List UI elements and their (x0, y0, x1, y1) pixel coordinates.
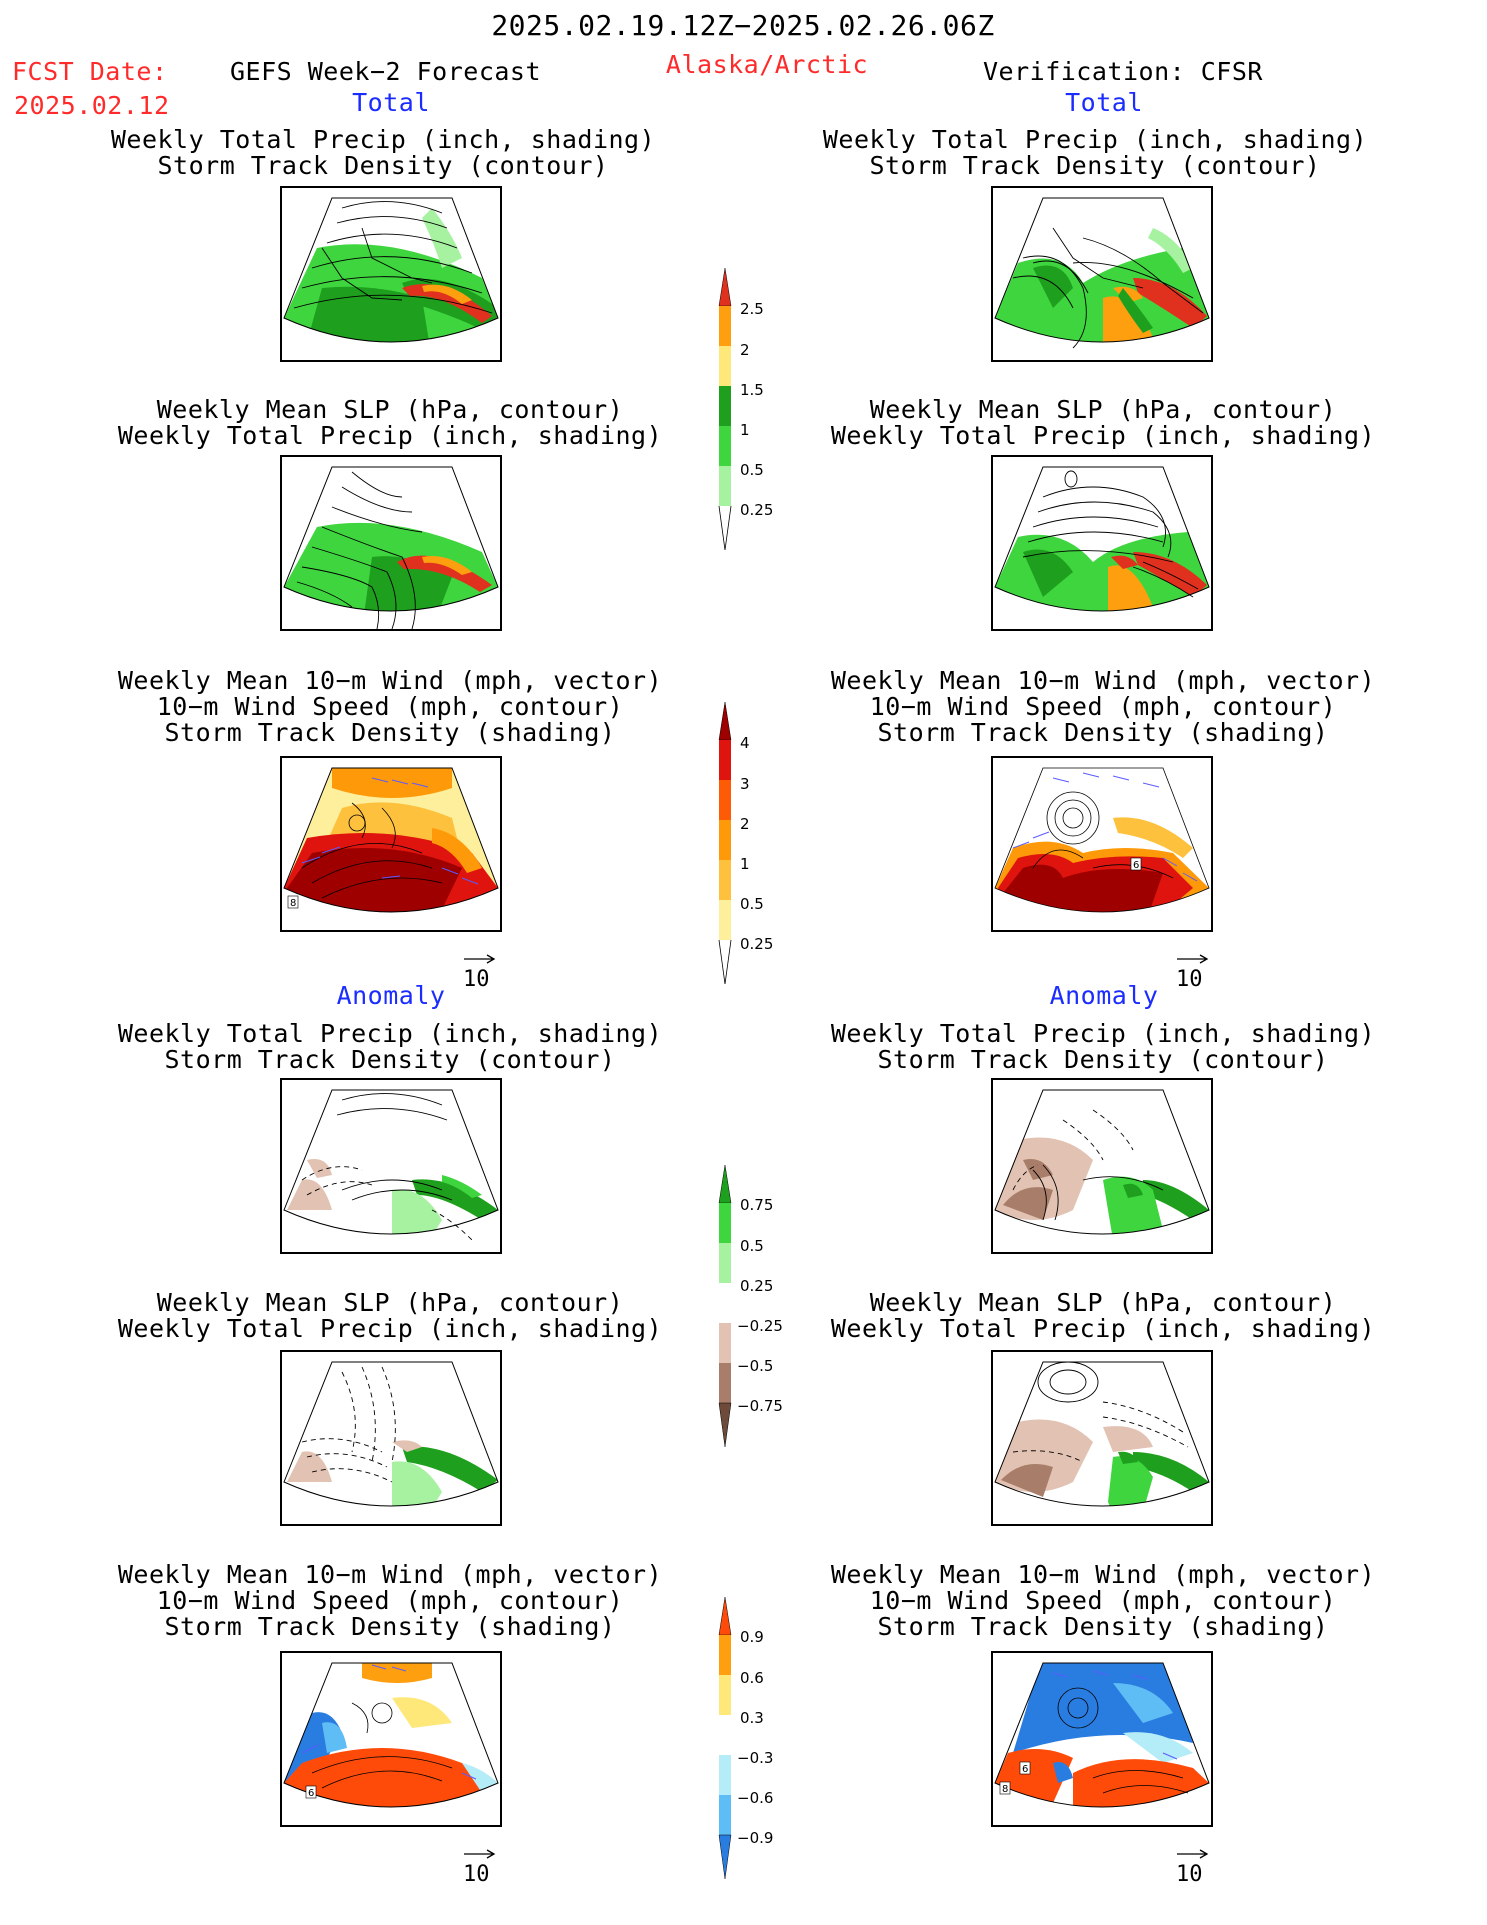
cb-track-anom-label: −0.9 (737, 1829, 774, 1847)
wind-total-right-label: 6 (1133, 860, 1139, 871)
colorbar-track-anom (718, 1597, 732, 1879)
title-slp-precip-total-right: Weekly Mean SLP (hPa, contour) Weekly Tot… (830, 395, 1376, 450)
arrow-right-icon (464, 954, 496, 964)
verification-label: Verification: CFSR (983, 57, 1263, 86)
fcst-date-label: FCST Date: (12, 57, 168, 86)
map-slp-precip-total-right (991, 455, 1213, 631)
cb-track-total-label: 0.25 (740, 935, 774, 953)
cb-track-anom-label: 0.3 (740, 1709, 764, 1727)
colorbar-precip-anom (718, 1165, 732, 1447)
title-wind-total-left: Weekly Mean 10−m Wind (mph, vector) 10−m … (117, 666, 663, 747)
vector-ref-total-right: 10 (1176, 950, 1210, 991)
title-wind-total-right: Weekly Mean 10−m Wind (mph, vector) 10−m … (830, 666, 1376, 747)
cb-track-total-label: 1 (740, 855, 750, 873)
cb-precip-anom-label: 0.25 (740, 1277, 774, 1295)
cb-precip-anom-label: −0.75 (737, 1397, 783, 1415)
region-title: Alaska/Arctic (665, 50, 869, 79)
title-wind-anom-right: Weekly Mean 10−m Wind (mph, vector) 10−m … (830, 1560, 1376, 1641)
cb-precip-total-label: 1.5 (740, 381, 764, 399)
fcst-date-value: 2025.02.12 (14, 91, 170, 120)
wind-anom-left-label: 6 (308, 1788, 314, 1799)
title-precip-track-anom-right: Weekly Total Precip (inch, shading) Storm… (830, 1019, 1376, 1074)
arrow-right-icon (1177, 1849, 1209, 1859)
title-precip-track-total-right: Weekly Total Precip (inch, shading) Storm… (822, 125, 1368, 180)
title-slp-precip-total-left: Weekly Mean SLP (hPa, contour) Weekly Tot… (117, 395, 663, 450)
section-anomaly-right: Anomaly (1049, 981, 1159, 1010)
vector-ref-anom-right: 10 (1176, 1845, 1210, 1886)
map-precip-track-total-left (280, 186, 502, 362)
section-total-right: Total (1065, 88, 1143, 117)
map-slp-precip-total-left (280, 455, 502, 631)
cb-track-total-label: 2 (740, 815, 750, 833)
title-slp-precip-anom-left: Weekly Mean SLP (hPa, contour) Weekly Tot… (117, 1288, 663, 1343)
map-wind-anom-right: 8 6 (991, 1651, 1213, 1827)
cb-precip-total-label: 0.5 (740, 461, 764, 479)
map-precip-track-anom-right (991, 1078, 1213, 1254)
section-total-left: Total (352, 88, 430, 117)
wind-anom-right-label-a: 8 (1002, 1784, 1008, 1795)
cb-track-anom-label: −0.6 (737, 1789, 774, 1807)
vector-ref-anom-left: 10 (463, 1845, 497, 1886)
section-anomaly-left: Anomaly (336, 981, 446, 1010)
model-title: GEFS Week−2 Forecast (230, 57, 542, 86)
cb-precip-anom-label: −0.5 (737, 1357, 774, 1375)
map-slp-precip-anom-left (280, 1350, 502, 1526)
wind-anom-right-label-b: 6 (1022, 1764, 1028, 1775)
colorbar-precip-total (718, 268, 732, 550)
title-wind-anom-left: Weekly Mean 10−m Wind (mph, vector) 10−m … (117, 1560, 663, 1641)
arrow-right-icon (464, 1849, 496, 1859)
title-precip-track-anom-left: Weekly Total Precip (inch, shading) Storm… (117, 1019, 663, 1074)
map-slp-precip-anom-right (991, 1350, 1213, 1526)
title-precip-track-total-left: Weekly Total Precip (inch, shading) Storm… (110, 125, 656, 180)
cb-precip-anom-label: 0.5 (740, 1237, 764, 1255)
cb-precip-total-label: 0.25 (740, 501, 774, 519)
cb-track-anom-label: −0.3 (737, 1749, 774, 1767)
wind-total-left-label: 8 (290, 898, 296, 909)
cb-track-total-label: 0.5 (740, 895, 764, 913)
cb-precip-anom-label: 0.75 (740, 1196, 774, 1214)
date-range: 2025.02.19.12Z−2025.02.26.06Z (491, 9, 995, 42)
cb-track-total-label: 3 (740, 775, 750, 793)
cb-track-anom-label: 0.6 (740, 1669, 764, 1687)
cb-precip-total-label: 2.5 (740, 300, 764, 318)
map-wind-total-right: 6 (991, 756, 1213, 932)
arrow-right-icon (1177, 954, 1209, 964)
cb-track-anom-label: 0.9 (740, 1628, 764, 1646)
cb-track-total-label: 4 (740, 734, 750, 752)
map-wind-anom-left: 6 (280, 1651, 502, 1827)
cb-precip-total-label: 1 (740, 421, 750, 439)
map-wind-total-left: 8 (280, 756, 502, 932)
cb-precip-total-label: 2 (740, 341, 750, 359)
title-slp-precip-anom-right: Weekly Mean SLP (hPa, contour) Weekly Tot… (830, 1288, 1376, 1343)
vector-ref-total-left: 10 (463, 950, 497, 991)
map-precip-track-anom-left (280, 1078, 502, 1254)
map-precip-track-total-right (991, 186, 1213, 362)
cb-precip-anom-label: −0.25 (737, 1317, 783, 1335)
colorbar-track-total (718, 702, 732, 984)
